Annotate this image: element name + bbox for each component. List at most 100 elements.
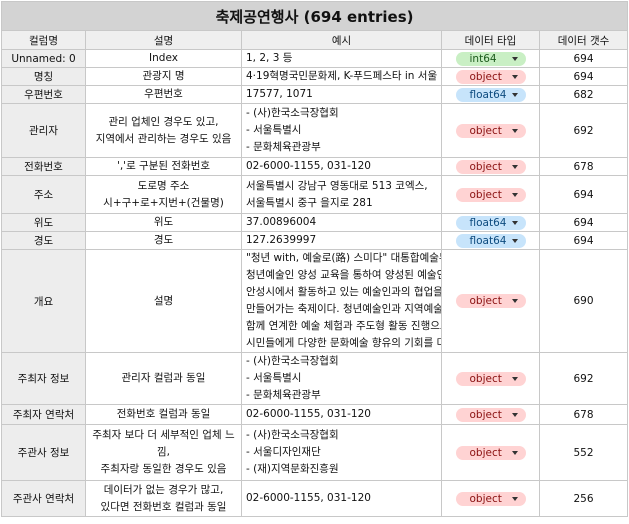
description-line: 시+구+로+지번+(건물명) (103, 196, 224, 209)
cell-example[interactable]: - (사)한국소극장협회 - 서울디자인재단 - (재)지역문화진흥원 (241, 424, 442, 481)
dtype-dropdown-chip[interactable]: int64 (455, 51, 526, 66)
table-row: 명칭 관광지 명 4·19혁명국민문화제, K-푸드페스타 in 서울 object 6… (1, 67, 629, 86)
cell-description[interactable]: 우편번호 (85, 85, 242, 104)
cell-column-name[interactable]: 우편번호 (1, 85, 86, 104)
description-line: 도로명 주소 (137, 179, 190, 192)
cell-example[interactable]: 02-6000-1155, 031-120 (241, 480, 442, 517)
cell-count[interactable]: 694 (538, 175, 629, 214)
cell-example[interactable]: 4·19혁명국민문화제, K-푸드페스타 in 서울 (241, 67, 442, 86)
cell-example[interactable]: 127.2639997 (241, 231, 442, 250)
cell-column-name[interactable]: 주소 (1, 175, 86, 214)
header-dtype[interactable]: 데이터 타입 (441, 30, 540, 50)
header-description[interactable]: 설명 (85, 30, 242, 50)
table-row: 주소 도로명 주소 시+구+로+지번+(건물명) 서울특별시 강남구 영동대로 513… (1, 175, 629, 214)
dtype-dropdown-chip[interactable]: object (455, 187, 526, 202)
header-count[interactable]: 데이터 갯수 (538, 30, 629, 50)
header-example[interactable]: 예시 (241, 30, 442, 50)
example-line: 4·19혁명국민문화제, K-푸드페스타 in 서울 (246, 70, 438, 82)
cell-column-name[interactable]: 위도 (1, 213, 86, 232)
cell-count[interactable]: 694 (538, 49, 629, 68)
dtype-dropdown-chip[interactable]: float64 (455, 215, 526, 230)
dtype-dropdown-chip[interactable]: object (455, 491, 526, 506)
description-line: 주최자랑 동일한 경우도 있음 (100, 463, 227, 475)
dtype-dropdown-chip[interactable]: object (455, 69, 526, 84)
example-line: 안성시에서 활동하고 있는 예술인과의 협업을 통 (246, 286, 442, 298)
dtype-dropdown-chip[interactable]: object (455, 445, 526, 460)
cell-example[interactable]: 17577, 1071 (241, 85, 442, 104)
cell-description[interactable]: Index (85, 49, 242, 68)
example-line: 02-6000-1155, 031-120 (246, 408, 371, 420)
cell-description[interactable]: ','로 구분된 전화번호 (85, 157, 242, 176)
dtype-label: object (469, 160, 502, 173)
example-line: 청년예술인 양성 교육을 통하여 양성된 예술인들 (246, 269, 442, 281)
header-column-name[interactable]: 컬럼명 (1, 30, 86, 50)
example-line: - (사)한국소극장협회 (246, 355, 339, 367)
example-line: "청년 with, 예술로(路) 스미다" 대통합예술무대 (246, 252, 442, 264)
table-row: 주관사 연락처 데이터가 없는 경우가 많고, 있다면 전화번호 컬럼과 동일 02-… (1, 480, 629, 517)
table-row: 경도 경도 127.2639997 float64 694 (1, 231, 629, 250)
chevron-down-icon (511, 56, 518, 61)
cell-count[interactable]: 690 (538, 249, 629, 353)
description-line: Index (149, 52, 178, 64)
dtype-dropdown-chip[interactable]: object (455, 407, 526, 422)
dtype-dropdown-chip[interactable]: object (455, 371, 526, 386)
cell-description[interactable]: 관리 업체인 경우도 있고, 지역에서 관리하는 경우도 있음 (85, 103, 242, 158)
cell-column-name[interactable]: 관리자 (1, 103, 86, 158)
cell-description[interactable]: 관리자 컬럼과 동일 (85, 352, 242, 405)
cell-count[interactable]: 256 (538, 480, 629, 517)
dtype-dropdown-chip[interactable]: object (455, 159, 526, 174)
dtype-label: object (469, 188, 502, 201)
dtype-dropdown-chip[interactable]: float64 (455, 233, 526, 248)
cell-example[interactable]: 1, 2, 3 등 (241, 49, 442, 68)
chevron-down-icon (511, 299, 518, 303)
cell-count[interactable]: 678 (538, 404, 629, 425)
cell-count[interactable]: 682 (538, 85, 629, 104)
cell-example[interactable]: 02-6000-1155, 031-120 (241, 404, 442, 425)
cell-count[interactable]: 694 (538, 231, 629, 250)
cell-description[interactable]: 데이터가 없는 경우가 많고, 있다면 전화번호 컬럼과 동일 (85, 480, 242, 517)
cell-dtype: object (441, 103, 540, 158)
chevron-down-icon (511, 192, 518, 197)
cell-column-name[interactable]: 주최자 정보 (1, 352, 86, 405)
cell-count[interactable]: 694 (538, 67, 629, 86)
cell-description[interactable]: 전화번호 컬럼과 동일 (85, 404, 242, 425)
cell-description[interactable]: 관광지 명 (85, 67, 242, 86)
cell-example[interactable]: 서울특별시 강남구 영동대로 513 코엑스, 서울특별시 중구 을지로 281 (241, 175, 442, 214)
cell-column-name[interactable]: 주최자 연락처 (1, 404, 86, 425)
cell-count[interactable]: 678 (538, 157, 629, 176)
cell-column-name[interactable]: 전화번호 (1, 157, 86, 176)
description-line: ','로 구분된 전화번호 (116, 160, 211, 172)
cell-column-name[interactable]: 경도 (1, 231, 86, 250)
cell-example[interactable]: 37.00896004 (241, 213, 442, 232)
dtype-dropdown-chip[interactable]: float64 (455, 87, 526, 102)
cell-column-name[interactable]: 주관사 연락처 (1, 480, 86, 517)
cell-column-name[interactable]: 명칭 (1, 67, 86, 86)
dtype-label: object (469, 70, 502, 83)
cell-example[interactable]: - (사)한국소극장협회 - 서울특별시 - 문화체육관광부 (241, 103, 442, 158)
cell-column-name[interactable]: Unnamed: 0 (1, 49, 86, 68)
cell-example[interactable]: - (사)한국소극장협회 - 서울특별시 - 문화체육관광부 (241, 352, 442, 405)
cell-count[interactable]: 552 (538, 424, 629, 481)
cell-dtype: object (441, 249, 540, 353)
cell-column-name[interactable]: 개요 (1, 249, 86, 353)
description-line: 전화번호 컬럼과 동일 (116, 408, 211, 420)
cell-count[interactable]: 694 (538, 213, 629, 232)
cell-description[interactable]: 주최자 보다 더 세부적인 업체 느낌, 주최자랑 동일한 경우도 있음 (85, 424, 242, 481)
chevron-down-icon (511, 74, 518, 79)
dtype-dropdown-chip[interactable]: object (455, 123, 526, 138)
cell-count[interactable]: 692 (538, 103, 629, 158)
cell-description[interactable]: 위도 (85, 213, 242, 232)
cell-example[interactable]: 02-6000-1155, 031-120 (241, 157, 442, 176)
cell-description[interactable]: 설명 (85, 249, 242, 353)
cell-count[interactable]: 692 (538, 352, 629, 405)
cell-column-name[interactable]: 주관사 정보 (1, 424, 86, 481)
dtype-label: float64 (469, 88, 507, 101)
dtype-dropdown-chip[interactable]: object (455, 294, 526, 308)
example-line: 37.00896004 (246, 216, 317, 228)
description-line: 데이터가 없는 경우가 많고, (103, 483, 224, 496)
cell-description[interactable]: 경도 (85, 231, 242, 250)
chevron-down-icon (511, 238, 518, 243)
chevron-down-icon (511, 164, 518, 169)
